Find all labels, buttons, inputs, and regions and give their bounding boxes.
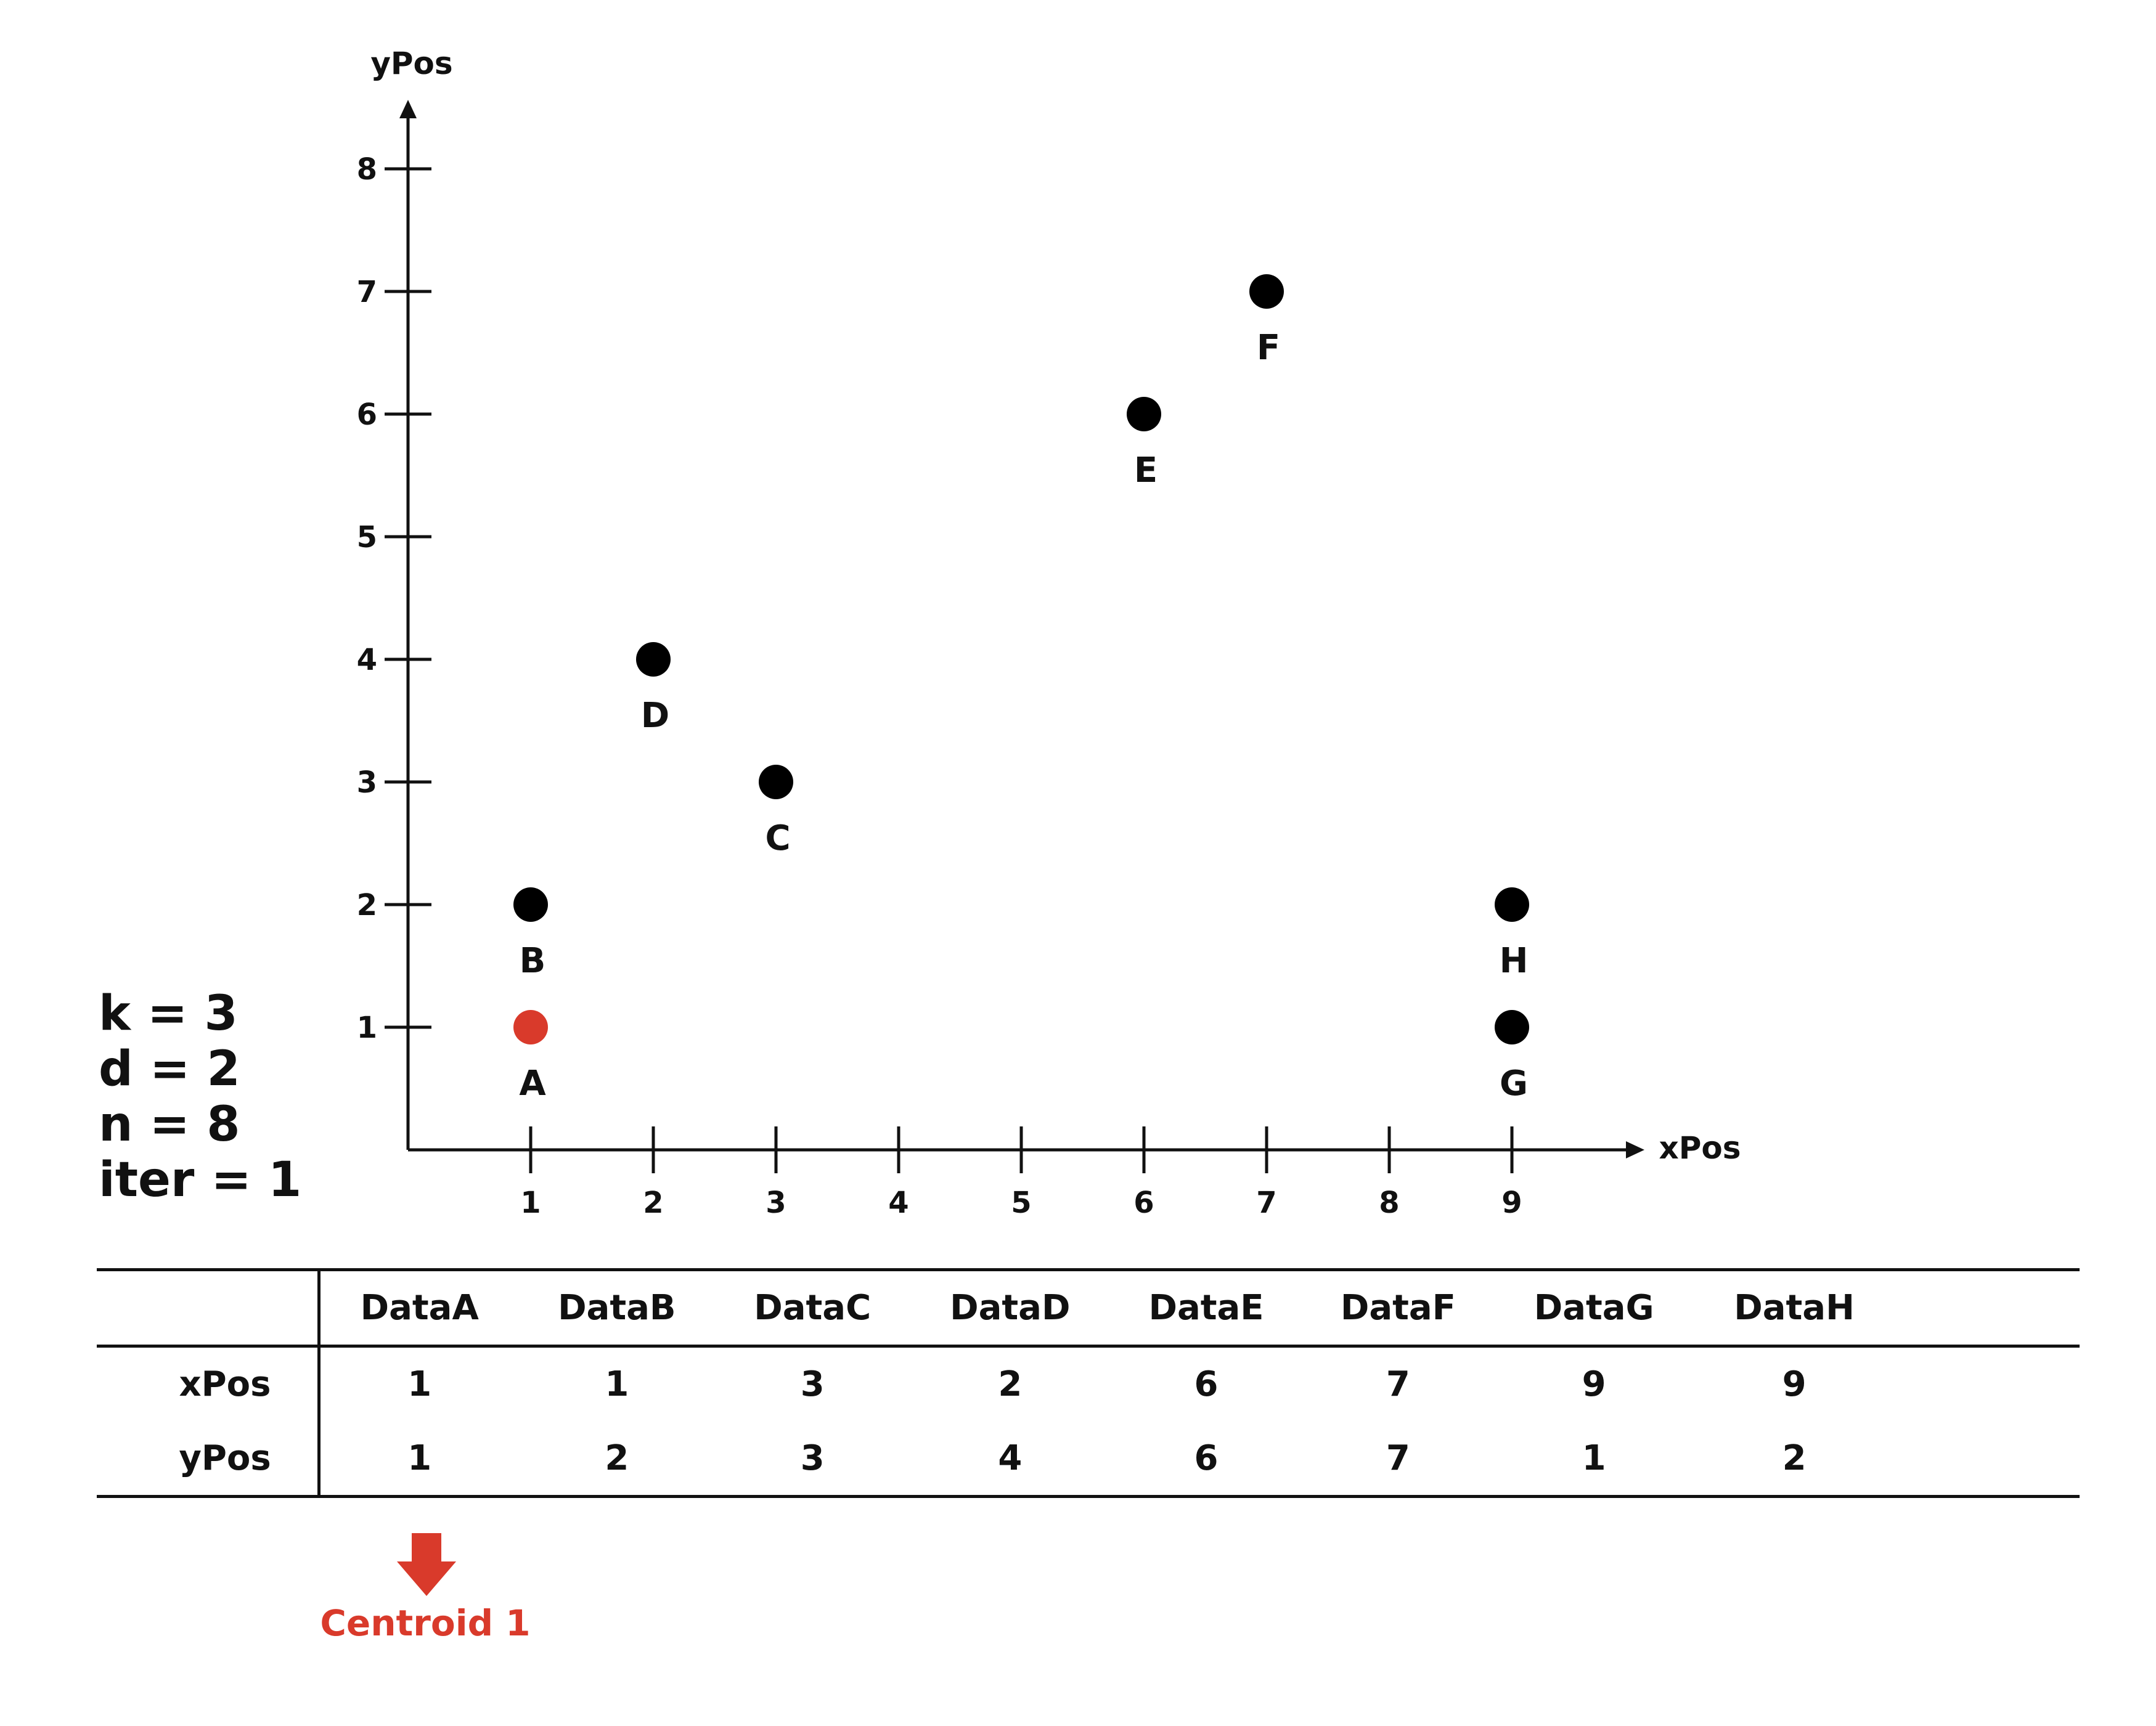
- col-header: DataD: [950, 1288, 1071, 1328]
- col-header: DataF: [1340, 1288, 1456, 1328]
- point-label: C: [765, 818, 790, 858]
- point-label: A: [519, 1064, 546, 1104]
- x-tick-label: 5: [1011, 1186, 1031, 1220]
- arrow-down-icon: [397, 1533, 456, 1596]
- y-tick-label: 5: [357, 520, 377, 555]
- table-cell: 2: [1782, 1438, 1807, 1478]
- table-cell: 1: [605, 1364, 629, 1405]
- table-cell: 3: [800, 1364, 825, 1405]
- table-cell: 6: [1194, 1364, 1219, 1405]
- point-label: F: [1257, 328, 1280, 368]
- table-cell: 9: [1582, 1364, 1606, 1405]
- table-corner: [97, 1269, 321, 1346]
- param-k: k = 3: [99, 986, 238, 1041]
- table-spacer: [1895, 1346, 2080, 1422]
- col-header: DataH: [1734, 1288, 1855, 1328]
- centroid-label: Centroid 1: [320, 1602, 531, 1644]
- table-row: xPos 1 1 3 2 6 7 9 9: [97, 1346, 2080, 1422]
- table-cell: 7: [1386, 1438, 1410, 1478]
- table-cell: 9: [1782, 1364, 1807, 1405]
- table-cell: 4: [998, 1438, 1023, 1478]
- col-header: DataA: [360, 1288, 479, 1328]
- data-point-a: [513, 1010, 548, 1044]
- point-label: E: [1134, 450, 1158, 491]
- y-tick-label: 2: [357, 888, 377, 922]
- table-cell: 6: [1194, 1438, 1219, 1478]
- param-d: d = 2: [99, 1041, 240, 1097]
- table-cell: 2: [605, 1438, 629, 1478]
- table-spacer: [1895, 1422, 2080, 1497]
- y-tick-label: 7: [357, 275, 377, 309]
- y-tick-label: 6: [357, 397, 377, 432]
- table-cell: 1: [407, 1438, 432, 1478]
- point-label: H: [1500, 941, 1529, 981]
- table-cell: 1: [407, 1364, 432, 1405]
- y-tick-label: 8: [357, 152, 377, 187]
- x-tick-label: 3: [766, 1186, 786, 1220]
- col-header: DataG: [1533, 1288, 1654, 1328]
- parameters: k = 3 d = 2 n = 8 iter = 1: [99, 986, 301, 1208]
- x-tick-label: 7: [1256, 1186, 1276, 1220]
- data-point-b: [513, 887, 548, 922]
- x-tick-label: 4: [888, 1186, 909, 1220]
- table-row: yPos 1 2 3 4 6 7 1 2: [97, 1421, 2080, 1497]
- data-point-d: [636, 642, 671, 677]
- point-label: G: [1500, 1064, 1528, 1104]
- row-header: xPos: [97, 1346, 321, 1422]
- y-axis-arrow-icon: [399, 100, 417, 118]
- data-point-c: [759, 765, 793, 799]
- y-tick-label: 1: [357, 1011, 377, 1045]
- y-axis-label: yPos: [370, 46, 452, 81]
- x-tick-label: 6: [1133, 1186, 1154, 1220]
- col-header: DataC: [754, 1288, 872, 1328]
- x-tick-label: 9: [1501, 1186, 1522, 1220]
- x-axis-arrow-icon: [1626, 1141, 1644, 1158]
- param-n: n = 8: [99, 1097, 240, 1152]
- table-header-row: DataA DataB DataC DataD DataE DataF Data…: [97, 1269, 2080, 1346]
- col-header: DataE: [1148, 1288, 1264, 1328]
- data-point-g: [1495, 1010, 1529, 1044]
- table-cell: 1: [1582, 1438, 1606, 1478]
- param-iter: iter = 1: [99, 1152, 302, 1208]
- y-tick-label: 4: [357, 643, 377, 677]
- data-point-f: [1249, 274, 1284, 309]
- row-header: yPos: [97, 1421, 321, 1497]
- y-tick-label: 3: [357, 765, 377, 800]
- x-tick-label: 1: [520, 1186, 541, 1220]
- data-table: DataA DataB DataC DataD DataE DataF Data…: [97, 1268, 2080, 1498]
- x-tick-label: 8: [1379, 1186, 1399, 1220]
- table-spacer: [1895, 1270, 2080, 1346]
- x-tick-label: 2: [643, 1186, 663, 1220]
- x-axis-label: xPos: [1659, 1130, 1741, 1166]
- data-point-e: [1127, 397, 1161, 431]
- table-cell: 7: [1386, 1364, 1410, 1405]
- col-header: DataB: [558, 1288, 676, 1328]
- table-cell: 3: [800, 1438, 825, 1478]
- point-label: D: [641, 696, 669, 736]
- table-cell: 2: [998, 1364, 1023, 1405]
- scatter-chart: xPos yPos 1 2 3 4 5 6 7 8 9 1 2 3 4 5 6 7 8 A B C D E F G H: [357, 46, 1741, 1220]
- data-point-h: [1495, 887, 1529, 922]
- point-label: B: [520, 941, 546, 981]
